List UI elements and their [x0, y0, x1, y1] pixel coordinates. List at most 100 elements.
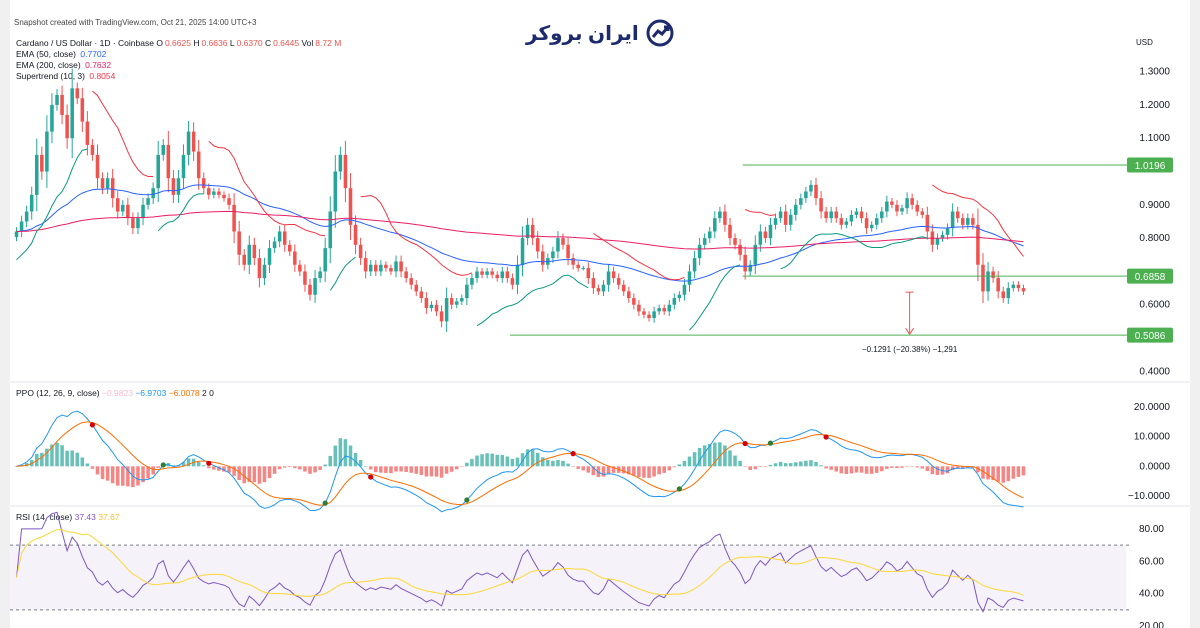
- candle: [718, 206, 722, 223]
- ppo-histogram-bar: [738, 460, 742, 467]
- ppo-histogram-bar: [40, 452, 44, 467]
- ppo-cross-up-dot: [676, 486, 682, 492]
- candle-body: [242, 254, 247, 265]
- candle: [384, 261, 388, 272]
- candle: [510, 273, 515, 290]
- candle: [814, 177, 818, 206]
- supertrend-down-line: [92, 90, 154, 177]
- candle-body: [783, 211, 788, 225]
- ppo-histogram-bar: [849, 466, 854, 474]
- ppo-histogram-bar: [19, 465, 24, 467]
- ppo-histogram-bar: [45, 448, 49, 467]
- ppo-histogram-bar: [1016, 466, 1021, 477]
- ppo-histogram-bar: [859, 466, 864, 473]
- candle-body: [869, 224, 874, 229]
- candle-body: [379, 264, 383, 272]
- ppo-histogram-bar: [161, 462, 166, 467]
- candle: [773, 213, 778, 230]
- candle: [24, 205, 29, 228]
- candle-body: [374, 264, 378, 272]
- candle-body: [920, 211, 925, 215]
- candle-body: [227, 198, 231, 205]
- candle: [540, 244, 545, 272]
- measure-label: −0.1291 (−20.38%) −1,291: [862, 345, 958, 354]
- candle-body: [298, 264, 302, 272]
- candle: [900, 204, 904, 215]
- ppo-histogram-bar: [151, 466, 155, 475]
- candle-body: [181, 154, 186, 179]
- candle-body: [940, 234, 945, 239]
- supertrend-up-line: [689, 264, 741, 331]
- candle: [444, 287, 449, 332]
- candle-body: [207, 188, 211, 195]
- candle-body: [692, 258, 697, 272]
- price-tick-label: 1.1000: [1139, 133, 1170, 144]
- right-border: [1190, 0, 1200, 628]
- supertrend-up-line: [157, 193, 204, 232]
- candle-body: [824, 211, 828, 219]
- candle: [34, 138, 39, 212]
- candle: [424, 292, 429, 314]
- candle-body: [793, 204, 798, 215]
- ppo-histogram-bar: [368, 466, 373, 470]
- candle: [854, 208, 859, 219]
- ppo-histogram-bar: [353, 452, 358, 467]
- ppo-histogram-bar: [490, 453, 494, 467]
- candle-body: [986, 271, 990, 292]
- candle: [885, 195, 889, 218]
- candle-body: [429, 304, 434, 309]
- candle: [201, 172, 206, 195]
- candle-body: [368, 264, 373, 272]
- candle: [176, 170, 181, 204]
- ppo-histogram-bar: [611, 466, 616, 473]
- ppo-histogram-bar: [105, 466, 110, 481]
- ppo-histogram-bar: [75, 452, 80, 467]
- ppo-histogram-bar: [616, 466, 621, 473]
- candle: [586, 262, 591, 284]
- candle: [713, 211, 717, 239]
- ppo-histogram-bar: [571, 466, 575, 467]
- ppo-histogram-bar: [126, 466, 130, 487]
- candle: [621, 280, 626, 297]
- candle: [277, 225, 282, 248]
- candle-body: [196, 151, 201, 179]
- ppo-histogram-bar: [753, 466, 758, 470]
- candle: [662, 304, 666, 315]
- candle-body: [217, 191, 221, 195]
- candle-body: [763, 231, 768, 239]
- ppo-tick-label: −10.0000: [1128, 491, 1170, 502]
- ppo-histogram-bar: [834, 466, 839, 472]
- candle: [454, 297, 459, 309]
- candle-body: [166, 144, 171, 179]
- ppo-histogram-bar: [677, 464, 682, 467]
- ppo-histogram-bar: [409, 466, 413, 473]
- candle-body: [799, 198, 803, 205]
- ppo-histogram-bar: [854, 466, 859, 473]
- candle-body: [930, 231, 935, 245]
- candle: [45, 115, 49, 188]
- candle-body: [434, 304, 439, 312]
- candle: [60, 85, 64, 125]
- candle: [257, 248, 262, 288]
- candle-body: [748, 264, 753, 272]
- ppo-histogram-bar: [186, 458, 191, 467]
- ppo-tick-label: 10.0000: [1134, 432, 1171, 443]
- ppo-histogram-bar: [222, 466, 226, 472]
- supertrend-down-line: [745, 209, 776, 217]
- rsi-band-group: [10, 544, 1131, 611]
- ppo-tick-label: 20.0000: [1134, 402, 1171, 413]
- candle: [171, 170, 176, 204]
- candle: [627, 286, 631, 303]
- candle-body: [890, 201, 894, 205]
- supertrend-down-line: [932, 184, 1024, 257]
- ppo-histogram-bar: [976, 466, 980, 473]
- ppo-histogram-bar: [65, 450, 69, 467]
- ppo-histogram-bar: [768, 464, 773, 467]
- candle: [667, 300, 672, 317]
- ppo-histogram-bar: [515, 457, 520, 467]
- candle-body: [136, 218, 140, 229]
- candle: [222, 191, 226, 202]
- candle: [606, 264, 611, 292]
- candle-body: [267, 248, 272, 265]
- candle-body: [65, 114, 69, 139]
